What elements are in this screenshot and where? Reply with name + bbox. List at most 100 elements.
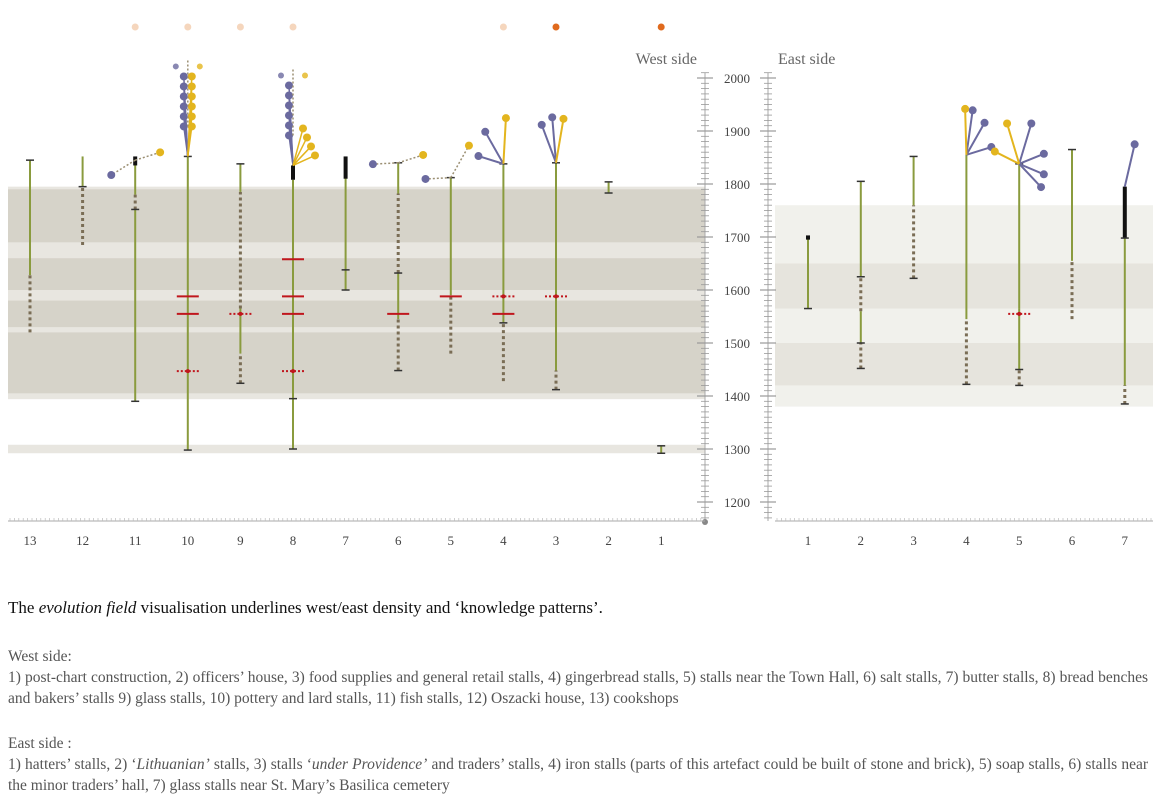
east-col-label-3: 3 xyxy=(910,533,917,548)
east-fan-purple-line-4 xyxy=(965,122,986,156)
west-col-label-2: 2 xyxy=(605,533,612,548)
west-col-label-8: 8 xyxy=(290,533,297,548)
west-side-legend: West side: 1) post-chart construction, 2… xyxy=(8,646,1148,709)
west-fan-top-purple-10 xyxy=(172,63,179,70)
y-tick-label-1700: 1700 xyxy=(724,230,750,245)
west-band-0 xyxy=(8,393,705,400)
west-fan-yellow-dot-5 xyxy=(464,141,473,150)
y-axis: 2000 1900 1800 1700 1600 1500 1400 1300 1200 xyxy=(697,71,776,525)
east-col-label-1: 1 xyxy=(805,533,812,548)
west-fan-purple-dot-4 xyxy=(481,127,490,136)
west-fan-purple-line-8 xyxy=(288,85,294,166)
east-col-label-7: 7 xyxy=(1122,533,1129,548)
east-fan-purple-dot-5 xyxy=(1037,183,1046,192)
east-fan-purple-line-7 xyxy=(1123,144,1136,187)
west-legend-text: 1) post-chart construction, 2) officers’… xyxy=(8,669,1148,707)
west-col-label-10: 10 xyxy=(181,533,194,548)
east-red-dot-5 xyxy=(1017,311,1022,316)
west-fan-purple-dot-8 xyxy=(285,81,293,90)
west-top-dot-9 xyxy=(236,23,244,31)
east-fan-yellow-line-5 xyxy=(994,150,1020,165)
west-fan-yellow-dot-8 xyxy=(299,124,307,133)
y-tick-label-1500: 1500 xyxy=(724,336,750,351)
east-col-label-4: 4 xyxy=(963,533,970,548)
east-side-title: East side xyxy=(778,51,835,68)
west-red-dot-4 xyxy=(501,294,506,299)
east-legend-text-3: and traders’ stalls, 4) iron stalls (par… xyxy=(8,756,1148,794)
west-red-dot-9 xyxy=(238,311,243,316)
west-top-dot-4 xyxy=(499,23,507,31)
west-col-label-11: 11 xyxy=(129,533,142,548)
west-fan-purple-line-11 xyxy=(110,159,136,176)
axis-origin-dot xyxy=(702,519,708,525)
east-fan-purple-line-5 xyxy=(1018,163,1042,188)
west-band-3 xyxy=(8,300,705,328)
east-fan-purple-dot-5 xyxy=(1039,149,1048,158)
west-fan-purple-line-3 xyxy=(551,117,557,163)
west-fan-yellow-line-8 xyxy=(292,145,312,166)
y-tick-label-1900: 1900 xyxy=(724,124,750,139)
west-fan-yellow-dot-8 xyxy=(311,151,319,160)
west-fan-yellow-dot-4 xyxy=(501,114,510,123)
east-legend-heading: East side : xyxy=(8,735,72,752)
west-fan-yellow-dot-3 xyxy=(559,114,568,123)
west-fan-purple-dot-3 xyxy=(548,113,557,122)
east-fan-yellow-line-5 xyxy=(1006,123,1021,165)
west-fan-purple-dot-5 xyxy=(421,174,430,183)
west-fan-purple-line-5 xyxy=(425,176,451,180)
east-fan-purple-line-4 xyxy=(966,146,992,156)
west-fan-yellow-line-8 xyxy=(292,128,304,166)
background-bands xyxy=(8,186,1153,454)
west-band-5 xyxy=(8,189,705,243)
west-fan-purple-dot-11 xyxy=(107,171,116,180)
west-fan-yellow-dot-8 xyxy=(303,133,311,142)
west-col-label-6: 6 xyxy=(395,533,402,548)
west-top-dot-10 xyxy=(184,23,192,31)
west-fan-purple-line-6 xyxy=(372,162,399,165)
east-fan-purple-dot-4 xyxy=(980,118,989,127)
west-red-dot-8 xyxy=(291,369,295,374)
west-fan-top-yellow-8 xyxy=(302,72,308,79)
y-tick-label-1400: 1400 xyxy=(724,389,750,404)
east-band-1 xyxy=(775,343,1153,386)
west-col-label-13: 13 xyxy=(24,533,37,548)
east-fan-purple-line-5 xyxy=(1018,123,1033,165)
east-fan-purple-dot-5 xyxy=(1027,119,1036,128)
east-fan-yellow-line-4 xyxy=(964,108,968,155)
west-side-title: West side xyxy=(636,51,697,68)
east-legend-text-1: 1) hatters’ stalls, 2) ‘ xyxy=(8,756,137,773)
east-fan-purple-line-4 xyxy=(965,110,974,155)
y-tick-label-1600: 1600 xyxy=(724,283,750,298)
west-col-label-1: 1 xyxy=(658,533,665,548)
west-band-4 xyxy=(8,258,705,290)
west-top-dot-11 xyxy=(131,23,139,31)
west-top-dot-8 xyxy=(289,23,297,31)
west-fan-top-yellow-10 xyxy=(196,63,203,70)
west-fan-purple-line-4 xyxy=(478,155,504,165)
timeline-items xyxy=(26,148,1129,454)
east-side-legend: East side : 1) hatters’ stalls, 2) ‘Lith… xyxy=(8,733,1148,796)
west-fan-yellow-line-4 xyxy=(502,118,507,164)
west-fan-purple-dot-6 xyxy=(368,160,377,169)
x-axis: 13 12 11 10 9 8 7 6 5 4 3 2 1 1 2 3 4 5 6 7 xyxy=(8,518,1153,548)
west-fan-purple-dot-10 xyxy=(179,72,188,81)
west-band-6 xyxy=(8,444,705,454)
east-legend-text-2: stalls, 3) stalls ‘ xyxy=(209,756,312,773)
west-band-2 xyxy=(8,332,705,394)
west-fan-purple-dot-3 xyxy=(537,120,546,129)
east-col-label-2: 2 xyxy=(858,533,865,548)
west-col-label-7: 7 xyxy=(342,533,349,548)
west-fan-purple-line-3 xyxy=(540,124,557,164)
west-col-label-9: 9 xyxy=(237,533,244,548)
west-fan-yellow-dot-10 xyxy=(187,72,196,81)
y-tick-label-1800: 1800 xyxy=(724,177,750,192)
west-fan-top-purple-8 xyxy=(278,72,284,79)
east-fan-yellow-dot-4 xyxy=(961,104,970,113)
west-fan-yellow-line-11 xyxy=(134,151,161,161)
y-tick-label-1200: 1200 xyxy=(724,495,750,510)
knowledge-fans xyxy=(107,23,1139,192)
caption-suffix: visualisation underlines west/east densi… xyxy=(136,598,603,617)
west-fan-yellow-line-3 xyxy=(555,118,565,163)
west-fan-purple-line-4 xyxy=(484,131,505,165)
figure-caption: The evolution field visualisation underl… xyxy=(8,598,1148,618)
